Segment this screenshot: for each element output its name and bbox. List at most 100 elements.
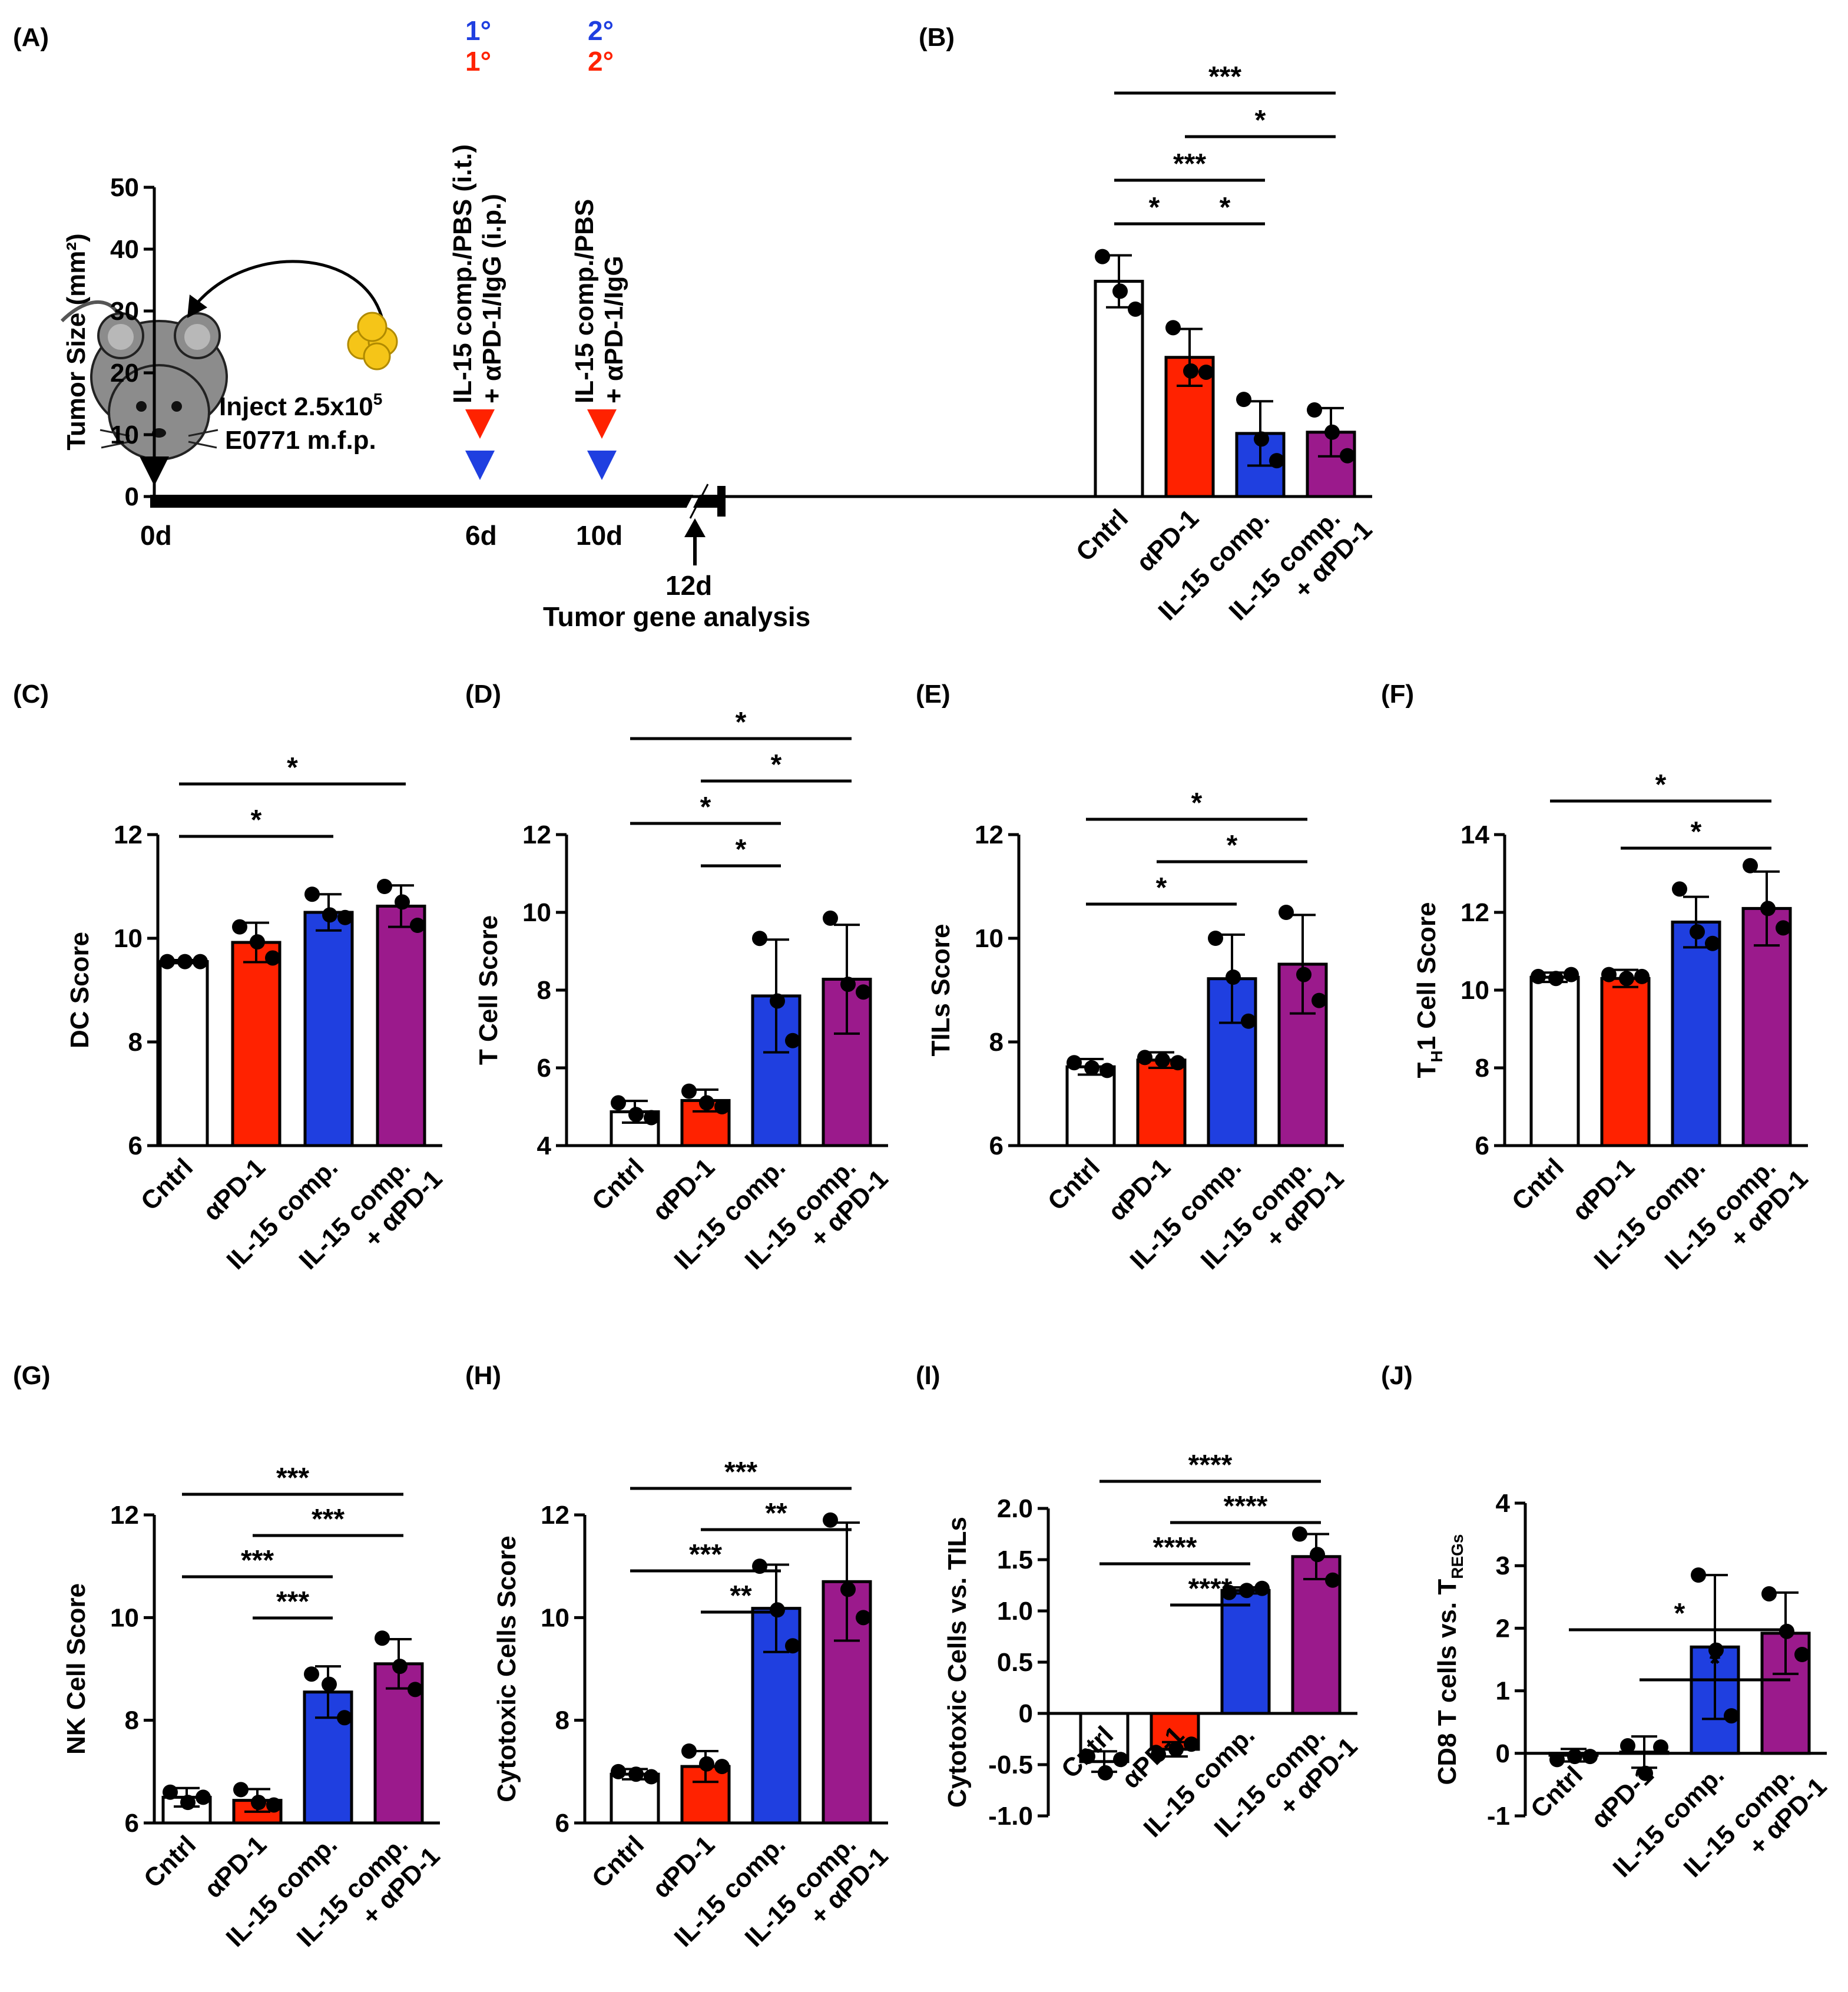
y-tick-label: 1.0 xyxy=(997,1597,1033,1626)
day6-label: 6d xyxy=(465,520,497,551)
data-point xyxy=(1221,1584,1237,1600)
data-point xyxy=(337,909,353,925)
data-point xyxy=(304,1666,319,1682)
significance-label: * xyxy=(1220,192,1231,223)
y-tick-label: 12 xyxy=(541,1501,569,1530)
panel-letter-i: (I) xyxy=(916,1361,940,1390)
significance-label: *** xyxy=(312,1504,345,1535)
data-point xyxy=(1324,424,1340,440)
y-tick-label: 0.5 xyxy=(997,1648,1033,1677)
data-point xyxy=(410,918,425,933)
data-point xyxy=(1776,920,1791,936)
data-point xyxy=(1095,249,1110,264)
data-point xyxy=(1724,1708,1739,1724)
inject-label-line2: E0771 m.f.p. xyxy=(225,426,376,455)
bar-i-2 xyxy=(1220,1589,1271,1715)
data-point xyxy=(1690,924,1705,939)
significance-label: * xyxy=(1710,1648,1721,1679)
data-point xyxy=(1601,967,1617,982)
data-point xyxy=(1310,1547,1325,1563)
y-tick-label: 8 xyxy=(537,976,551,1005)
x-category-label: Cntrl xyxy=(587,1153,650,1216)
y-tick-label: 8 xyxy=(1475,1054,1489,1083)
y-tick-label: 4 xyxy=(1496,1489,1511,1518)
data-point xyxy=(714,1099,730,1114)
y-tick-label: 30 xyxy=(110,297,139,326)
data-point xyxy=(1548,971,1564,987)
data-point xyxy=(644,1110,659,1126)
y-tick-label: 6 xyxy=(537,1054,551,1083)
bar-f-0 xyxy=(1529,975,1580,1147)
data-point xyxy=(628,1107,644,1123)
significance-label: *** xyxy=(1208,61,1241,92)
x-category-label: Cntrl xyxy=(1525,1761,1588,1824)
data-point xyxy=(177,954,193,969)
data-point xyxy=(375,1630,390,1646)
y-tick-label: 6 xyxy=(555,1809,569,1838)
y-tick-label: 20 xyxy=(110,359,139,388)
treatment1-line2: + αPD-1/IgG (i.p.) xyxy=(478,194,506,403)
data-point xyxy=(1236,392,1251,408)
data-point xyxy=(770,1602,785,1618)
data-point xyxy=(1184,1736,1199,1752)
data-point xyxy=(1325,1572,1340,1588)
primary-blue-label: 1° xyxy=(465,15,491,46)
inject-label-line1: Inject 2.5x105 xyxy=(219,390,382,421)
y-tick-label: 12 xyxy=(110,1501,139,1530)
data-point xyxy=(1168,1741,1184,1757)
day0-label: 0d xyxy=(140,520,172,551)
injection-arrow-icon xyxy=(193,260,385,322)
data-point xyxy=(1705,935,1720,951)
y-tick-label: 8 xyxy=(989,1028,1004,1057)
data-point xyxy=(163,1784,178,1800)
data-point xyxy=(1564,967,1579,982)
data-point xyxy=(1155,1052,1170,1068)
significance-label: * xyxy=(1156,872,1167,904)
x-category-label: Cntrl xyxy=(138,1830,201,1893)
panel-letter-c: (C) xyxy=(13,680,49,709)
data-point xyxy=(699,1756,714,1772)
significance-label: ** xyxy=(765,1498,787,1529)
day10-blue-marker-icon xyxy=(587,451,617,480)
panel-letter-j: (J) xyxy=(1381,1361,1413,1390)
timeline-break-icon xyxy=(681,482,705,520)
day10-red-marker-icon xyxy=(587,409,617,439)
significance-label: * xyxy=(1655,769,1667,800)
y-tick-label: 6 xyxy=(125,1809,139,1838)
y-tick-label: -1 xyxy=(1487,1802,1510,1831)
data-point xyxy=(1638,1765,1653,1781)
data-point xyxy=(840,977,856,992)
data-point xyxy=(1080,1749,1095,1765)
y-axis-label: TH1 Cell Score xyxy=(1412,902,1446,1078)
y-tick-label: 12 xyxy=(1460,898,1489,927)
y-tick-label: 12 xyxy=(522,820,551,849)
panel-letter-d: (D) xyxy=(465,680,501,709)
bar-d-3 xyxy=(822,978,872,1147)
y-tick-label: 10 xyxy=(110,1603,139,1632)
y-axis-label: Cytotoxic Cells vs. TILs xyxy=(943,1517,972,1808)
data-point xyxy=(408,1682,423,1697)
y-axis-label: DC Score xyxy=(65,932,94,1048)
significance-label: **** xyxy=(1153,1532,1197,1563)
data-point xyxy=(681,1083,697,1099)
y-tick-label: -0.5 xyxy=(988,1751,1033,1779)
y-tick-label: 8 xyxy=(128,1028,143,1057)
y-tick-label: 12 xyxy=(114,820,143,849)
y-axis-label: T Cell Score xyxy=(474,915,503,1065)
y-axis-label: TILs Score xyxy=(926,924,955,1057)
significance-label: * xyxy=(1149,192,1160,223)
data-point xyxy=(1099,1063,1115,1078)
y-axis-label: Tumor Size (mm²) xyxy=(62,233,91,450)
y-tick-label: 3 xyxy=(1496,1551,1510,1580)
data-point xyxy=(1340,448,1355,464)
data-point xyxy=(337,1710,352,1726)
data-point xyxy=(1241,1013,1256,1029)
day6-red-marker-icon xyxy=(465,409,495,439)
data-point xyxy=(193,954,208,969)
data-point xyxy=(628,1766,644,1782)
data-point xyxy=(1582,1749,1598,1765)
